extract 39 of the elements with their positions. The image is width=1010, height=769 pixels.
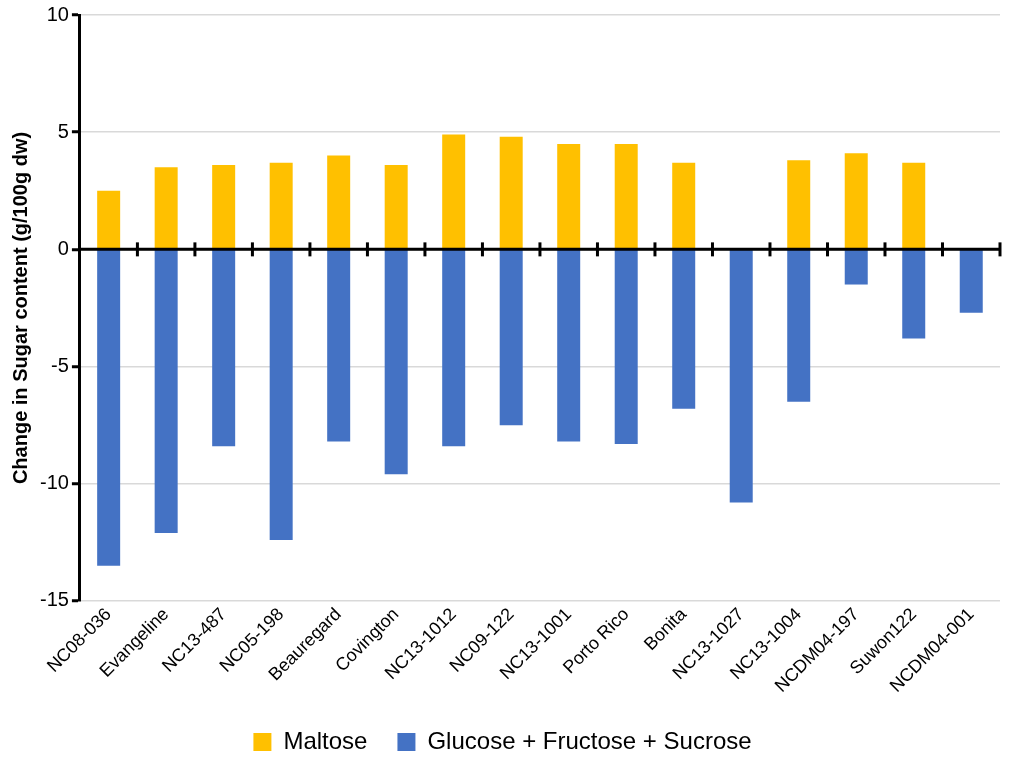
bar (212, 165, 236, 249)
bar (442, 250, 466, 447)
bar (327, 155, 351, 249)
bar (672, 250, 696, 409)
bar (557, 250, 581, 442)
bar (269, 162, 293, 249)
bar (672, 162, 696, 249)
bar (557, 143, 581, 249)
bar (902, 162, 926, 249)
bar (154, 167, 178, 249)
bar (902, 250, 926, 339)
y-tick-label: -15 (40, 588, 69, 611)
bar (787, 160, 811, 249)
bar (154, 250, 178, 533)
y-axis-title: Change in Sugar content (g/100g dw) (8, 131, 31, 485)
y-tick-label: 5 (57, 119, 69, 142)
legend-label: Glucose + Fructose + Sucrose (427, 726, 752, 754)
bar (97, 190, 121, 249)
bar (97, 250, 121, 566)
bar (729, 250, 753, 503)
y-tick-label: -10 (40, 471, 69, 494)
legend-label: Maltose (283, 726, 368, 754)
bar (442, 134, 466, 249)
bar (384, 165, 408, 249)
bar (499, 250, 523, 426)
bar (384, 250, 408, 475)
bar (844, 153, 868, 249)
bar (212, 250, 236, 447)
y-tick-label: 0 (57, 236, 69, 259)
y-tick-label: 10 (46, 2, 69, 25)
y-tick-label: -5 (51, 354, 69, 377)
bar (787, 250, 811, 402)
bar (614, 250, 638, 444)
bar (327, 250, 351, 442)
bar (269, 250, 293, 540)
bar (614, 143, 638, 249)
bar (959, 250, 983, 313)
bar (499, 136, 523, 249)
bar (844, 250, 868, 285)
